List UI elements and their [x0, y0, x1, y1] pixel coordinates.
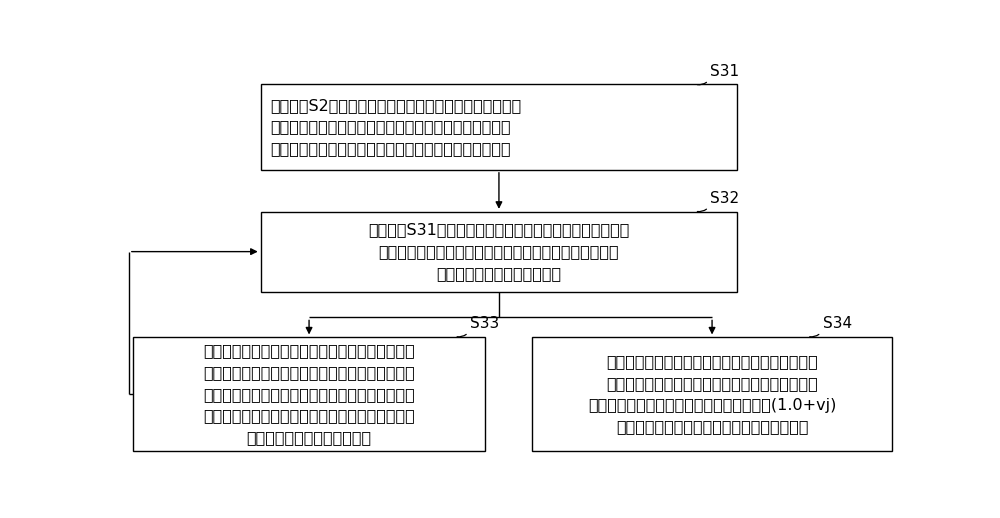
- Bar: [532, 337, 892, 451]
- Text: S33: S33: [470, 316, 499, 331]
- Text: 当节点电压偏移量增量大于节点电压偏移量增量的
允许误差时，将多端直流电力网中各节点的节点电
压偏移量与节点电压偏移量增量之差作为新的节点
电压偏移量，并按照节点: 当节点电压偏移量增量大于节点电压偏移量增量的 允许误差时，将多端直流电力网中各节…: [203, 343, 415, 445]
- Text: S31: S31: [710, 64, 739, 79]
- Text: S34: S34: [822, 316, 852, 331]
- Text: S32: S32: [710, 191, 739, 206]
- Text: 当节点电压偏移量增量小于或等于节点电压偏移量
增量的允许误差时，则保留原来所获取的多端直流
电力网中各节点的节点电压偏移量，并按照(1.0+vj)
计算多端直流: 当节点电压偏移量增量小于或等于节点电压偏移量 增量的允许误差时，则保留原来所获取…: [588, 354, 836, 434]
- Bar: [261, 212, 737, 292]
- Bar: [133, 337, 485, 451]
- Text: 根据步骤S2中所建立的节点注入有功功率增量关于节点电
压偏移量增量的对称线性不定方程组，建立节点电压偏移
量增量关于节点注入有功功率增量的对称线性矩阵关系式: 根据步骤S2中所建立的节点注入有功功率增量关于节点电 压偏移量增量的对称线性不定…: [270, 98, 521, 156]
- Text: 根据步骤S31所建立的节点电压偏移量增量关于节点注入有
功功率增量的对称线性矩阵关系式获取多端直流电力网中
各节点的节点电压偏移量增量: 根据步骤S31所建立的节点电压偏移量增量关于节点注入有 功功率增量的对称线性矩阵…: [368, 223, 630, 281]
- Bar: [261, 84, 737, 170]
